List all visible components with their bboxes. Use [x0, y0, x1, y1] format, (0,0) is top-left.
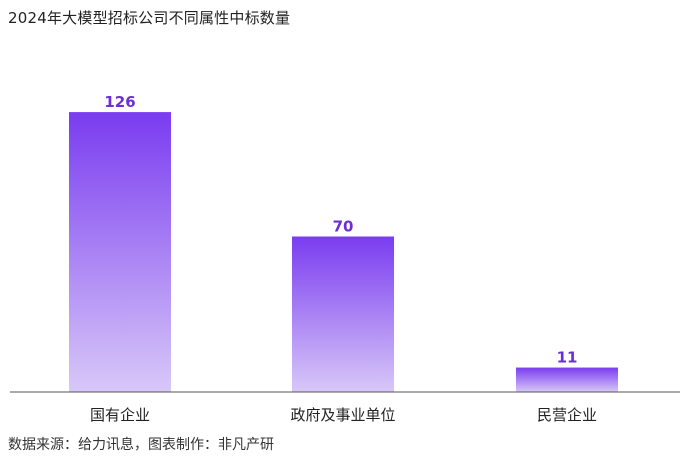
data-source-note: 数据来源：给力讯息，图表制作：非凡产研 — [8, 437, 274, 453]
bar-value-label: 70 — [333, 218, 354, 236]
bar-value-label: 126 — [104, 93, 135, 111]
x-tick-label: 民营企业 — [537, 406, 597, 424]
bar-value-label: 11 — [557, 349, 578, 367]
bar-2 — [292, 236, 394, 392]
bar-chart: 126 国有企业 70 政府及事业单位 11 民营企业 — [10, 93, 680, 424]
bar-1 — [69, 112, 171, 392]
chart-title: 2024年大模型招标公司不同属性中标数量 — [8, 9, 291, 27]
x-tick-label: 政府及事业单位 — [290, 406, 395, 424]
x-tick-label: 国有企业 — [90, 406, 150, 424]
bar-3 — [516, 367, 618, 392]
